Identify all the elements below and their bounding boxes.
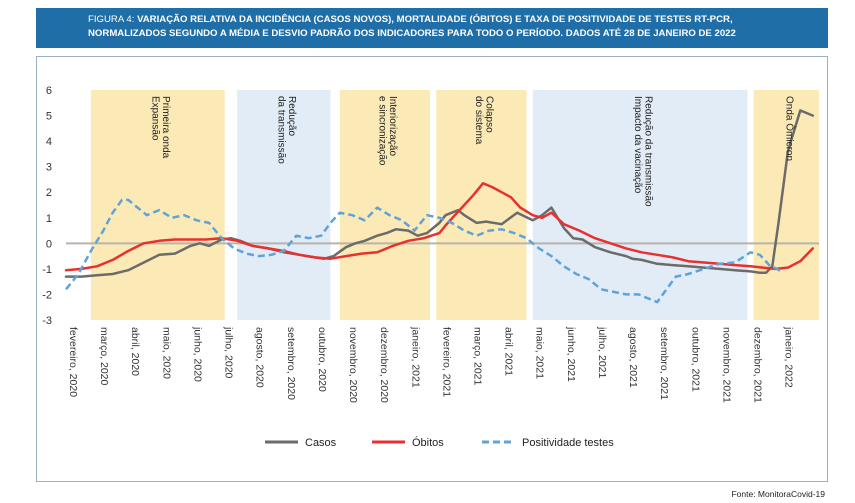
- figure-number: FIGURA 4:: [88, 14, 135, 25]
- phase-band-2: [237, 90, 331, 320]
- x-tick-label: maio, 2020: [160, 327, 172, 379]
- chart-frame: [36, 56, 828, 482]
- phase-band-5: [532, 90, 748, 320]
- y-tick-label: -2: [42, 289, 52, 301]
- phase-label: Interiorização: [387, 96, 398, 156]
- x-tick-label: março, 2020: [98, 327, 110, 386]
- x-tick-label: novembro, 2020: [347, 327, 359, 403]
- y-tick-label: 6: [46, 85, 52, 97]
- x-tick-label: dezembro, 2020: [378, 327, 390, 403]
- phase-label: Redução da transmissão: [642, 96, 653, 207]
- phase-label: do sistema: [473, 96, 484, 145]
- y-tick-label: -3: [42, 315, 52, 327]
- legend-label: Positividade testes: [522, 437, 614, 449]
- x-tick-label: setembro, 2020: [285, 327, 297, 400]
- x-tick-label: janeiro, 2022: [783, 326, 795, 388]
- series-line-3: [65, 198, 783, 304]
- x-tick-label: outubro, 2020: [316, 327, 328, 392]
- legend-label: Casos: [305, 437, 337, 449]
- y-tick-label: 5: [46, 111, 52, 123]
- y-tick-label: 4: [46, 136, 52, 148]
- x-tick-label: maio, 2021: [534, 327, 546, 379]
- phase-label: Onda Ômicron: [783, 96, 796, 161]
- x-tick-label: fevereiro, 2021: [440, 327, 452, 397]
- phase-band-3: [339, 90, 431, 320]
- y-tick-label: 0: [46, 238, 52, 250]
- x-tick-label: dezembro, 2021: [752, 327, 764, 403]
- title-line-1: VARIAÇÃO RELATIVA DA INCIDÊNCIA (CASOS N…: [137, 14, 733, 25]
- x-tick-label: novembro, 2021: [720, 327, 732, 403]
- phase-band-4: [436, 90, 527, 320]
- x-tick-label: julho, 2020: [223, 326, 235, 379]
- phase-label: Expansão: [150, 96, 161, 141]
- series-line-2: [64, 182, 815, 272]
- source-note: Fonte: MonitoraCovid-19: [731, 489, 825, 499]
- y-tick-label: 1: [46, 213, 52, 225]
- x-tick-label: agosto, 2021: [627, 327, 639, 388]
- x-tick-label: abril, 2020: [129, 327, 141, 376]
- x-tick-label: agosto, 2020: [254, 327, 266, 388]
- x-tick-label: julho, 2021: [596, 326, 608, 379]
- x-tick-label: junho, 2020: [191, 326, 203, 382]
- x-tick-label: fevereiro, 2020: [67, 327, 79, 397]
- x-tick-label: abril, 2021: [503, 327, 515, 376]
- y-tick-label: 3: [46, 162, 52, 174]
- phase-label: Redução: [286, 96, 297, 136]
- phase-band-1: [90, 90, 225, 320]
- phase-label: Primeira onda: [160, 96, 171, 159]
- title-line-2: NORMALIZADOS SEGUNDO A MÉDIA E DESVIO PA…: [88, 28, 736, 39]
- figure-title: FIGURA 4: VARIAÇÃO RELATIVA DA INCIDÊNCI…: [36, 8, 828, 48]
- phase-label: Impacto da vacinação: [632, 96, 643, 194]
- x-tick-label: março, 2021: [472, 327, 484, 386]
- phase-label: e sincronização: [377, 96, 388, 166]
- x-tick-label: outubro, 2021: [689, 327, 701, 392]
- y-tick-label: 2: [46, 187, 52, 199]
- y-tick-label: -1: [42, 264, 52, 276]
- series-line-1: [64, 109, 815, 278]
- phase-label: Colapso: [484, 96, 495, 133]
- x-tick-label: setembro, 2021: [658, 327, 670, 400]
- phase-label: da transmissão: [276, 96, 287, 164]
- legend-label: Óbitos: [412, 436, 444, 449]
- phase-band-6: [753, 90, 819, 320]
- x-tick-label: janeiro, 2021: [409, 326, 421, 388]
- x-tick-label: junho, 2021: [565, 326, 577, 382]
